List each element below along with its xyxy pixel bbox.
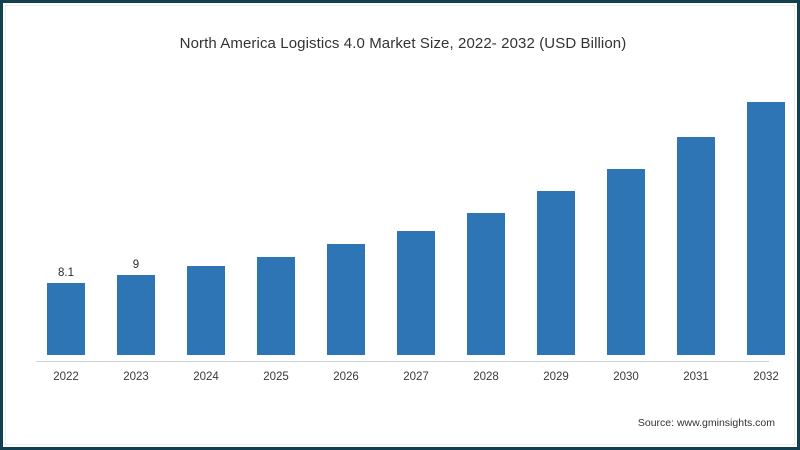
bar-value-label-2022: 8.1 xyxy=(58,267,74,279)
bar-2023: 9 xyxy=(117,259,155,355)
bar-2027 xyxy=(397,231,435,355)
x-tick-label-2023: 2023 xyxy=(123,371,149,383)
source-attribution: Source: www.gminsights.com xyxy=(637,417,775,429)
bar-rect-2026 xyxy=(327,244,365,355)
bar-2022: 8.1 xyxy=(47,267,85,355)
x-tick-label-2027: 2027 xyxy=(403,371,429,383)
bar-2028 xyxy=(467,213,505,355)
x-tick-label-2025: 2025 xyxy=(263,371,289,383)
bar-rect-2024 xyxy=(187,266,225,355)
x-tick-label-2030: 2030 xyxy=(613,371,639,383)
bar-2025 xyxy=(257,257,295,355)
bar-rect-2028 xyxy=(467,213,505,355)
bar-rect-2023 xyxy=(117,275,155,355)
x-tick-label-2022: 2022 xyxy=(53,371,79,383)
x-tick-label-2026: 2026 xyxy=(333,371,359,383)
bar-2030 xyxy=(607,169,645,355)
bar-2032 xyxy=(747,102,785,355)
x-tick-label-2031: 2031 xyxy=(683,371,709,383)
x-tick-label-2029: 2029 xyxy=(543,371,569,383)
bar-2026 xyxy=(327,244,365,355)
bar-rect-2031 xyxy=(677,137,715,355)
bar-rect-2025 xyxy=(257,257,295,355)
bar-rect-2032 xyxy=(747,102,785,355)
x-tick-label-2028: 2028 xyxy=(473,371,499,383)
bar-rect-2027 xyxy=(397,231,435,355)
chart-title: North America Logistics 4.0 Market Size,… xyxy=(179,35,627,52)
bar-2029 xyxy=(537,191,575,355)
bar-rect-2030 xyxy=(607,169,645,355)
x-tick-label-2032: 2032 xyxy=(753,371,779,383)
x-tick-label-2024: 2024 xyxy=(193,371,219,383)
bar-rect-2022 xyxy=(47,283,85,355)
x-axis-line xyxy=(36,361,769,362)
bar-value-label-2023: 9 xyxy=(132,259,140,271)
bar-rect-2029 xyxy=(537,191,575,355)
bar-2024 xyxy=(187,266,225,355)
bar-2031 xyxy=(677,137,715,355)
